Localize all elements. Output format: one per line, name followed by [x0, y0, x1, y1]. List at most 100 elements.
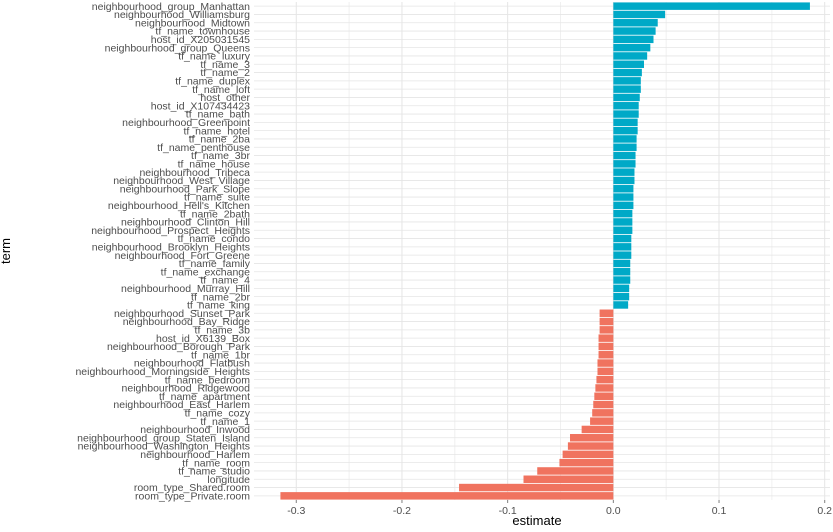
x-tick-label: -0.1: [499, 505, 517, 517]
y-tick-label: tf_name_exchange: [161, 266, 250, 278]
y-tick-label: neighbourhood_Park_Slope: [120, 183, 250, 195]
bar: [613, 168, 635, 176]
y-tick-label: neighbourhood_Clinton_Hill: [121, 217, 250, 229]
bar: [613, 243, 632, 251]
y-tick-label: neighbourhood_Inwood: [140, 424, 250, 436]
y-tick-label: neighbourhood_Bay_Ridge: [123, 316, 250, 328]
y-tick-label: tf_name_1: [200, 416, 250, 428]
bar: [613, 301, 629, 309]
y-tick-label: longitude: [207, 474, 250, 486]
y-tick-label: room_type_Private.room: [135, 490, 250, 502]
bar: [523, 475, 614, 483]
bar: [613, 85, 641, 93]
bar: [613, 27, 656, 35]
x-tick-label: -0.3: [287, 505, 305, 517]
y-tick-labels: neighbourhood_group_Manhattan neighbourho…: [75, 1, 250, 503]
bar: [613, 193, 634, 201]
bar: [613, 2, 810, 10]
y-tick-label: tf_name_loft: [192, 84, 250, 96]
x-tick-label: 0.2: [817, 505, 832, 517]
bar: [594, 392, 614, 400]
bar: [613, 251, 632, 259]
bar: [613, 68, 642, 77]
y-tick-label: tf_name_2ba: [189, 134, 250, 146]
bar: [613, 102, 639, 110]
bar: [581, 425, 614, 434]
bar: [613, 151, 636, 160]
y-tick-label: tf_name_1br: [191, 349, 250, 361]
bar: [613, 19, 658, 27]
y-tick-label: neighbourhood_group_Queens: [105, 42, 250, 54]
y-tick-label: room_type_Shared.room: [134, 482, 250, 494]
y-tick-label: neighbourhood_Midtown: [135, 17, 250, 29]
y-tick-label: neighbourhood_Tribeca: [139, 167, 250, 179]
y-tick-label: host_id_X6139_Box: [156, 333, 251, 345]
y-tick-label: tf_name_4: [200, 275, 250, 287]
bar: [598, 342, 614, 351]
bar: [593, 400, 614, 409]
y-tick-label: tf_name_luxury: [178, 51, 251, 63]
bar: [613, 185, 634, 193]
y-tick-label: host_other: [200, 92, 250, 104]
y-tick-label: tf_name_room: [182, 457, 250, 469]
bar: [613, 52, 648, 60]
bar: [280, 492, 614, 500]
bar: [613, 143, 637, 151]
y-tick-label: neighbourhood_Washington_Heights: [78, 441, 250, 453]
bar: [598, 351, 614, 359]
bar: [599, 317, 614, 326]
bar: [597, 367, 614, 376]
y-tick-label: neighbourhood_group_Staten_Island: [77, 432, 250, 444]
bar: [613, 118, 638, 127]
x-tick-label: 0.1: [712, 505, 727, 517]
x-axis-title: estimate: [512, 513, 561, 528]
bar: [613, 126, 638, 135]
bar: [559, 458, 614, 467]
bar: [562, 450, 614, 459]
y-tick-label: tf_name_duplex: [175, 75, 250, 87]
y-tick-label: tf_name_condo: [178, 233, 251, 245]
bar: [613, 43, 651, 52]
y-tick-label: neighbourhood_Harlem: [140, 449, 250, 461]
y-tick-label: tf_name_bedroom: [165, 374, 250, 386]
y-tick-label: tf_name_cozy: [185, 407, 251, 419]
y-tick-label: neighbourhood_West_Village: [113, 175, 250, 187]
y-tick-label: neighbourhood_Fort_Greene: [115, 250, 251, 262]
bar: [570, 434, 614, 442]
y-tick-label: neighbourhood_Hell's_Kitchen: [108, 200, 250, 212]
y-tick-label: neighbourhood_Borough_Park: [107, 341, 251, 353]
bar: [613, 10, 666, 19]
y-tick-label: neighbourhood_Flatbush: [134, 358, 250, 370]
y-tick-label: tf_name_2br: [191, 291, 250, 303]
bar: [613, 176, 635, 185]
y-tick-label: tf_name_3: [200, 59, 250, 71]
y-axis-title: term: [0, 238, 13, 264]
bar: [613, 259, 631, 268]
y-tick-label: tf_name_2: [200, 67, 250, 79]
bar: [613, 284, 630, 293]
bar: [613, 218, 633, 226]
y-tick-label: tf_name_studio: [178, 466, 250, 478]
y-tick-label: neighbourhood_Greenpoint: [122, 117, 250, 129]
y-tick-label: tf_name_king: [187, 300, 250, 312]
bar: [595, 384, 614, 392]
bars: [280, 2, 810, 500]
y-tick-label: tf_name_3b: [195, 324, 251, 336]
bar: [599, 309, 614, 317]
y-tick-label: neighbourhood_group_Manhattan: [92, 1, 250, 13]
y-tick-label: neighbourhood_Morningside_Heights: [75, 366, 250, 378]
y-tick-label: neighbourhood_East_Harlem: [113, 399, 250, 411]
y-tick-label: tf_name_hotel: [183, 125, 250, 137]
bar: [613, 234, 632, 243]
y-tick-label: neighbourhood_Sunset_Park: [114, 308, 251, 320]
y-tick-label: tf_name_house: [178, 158, 251, 170]
bar: [613, 226, 633, 234]
bar: [613, 77, 641, 85]
y-tick-label: neighbourhood_Murray_Hill: [121, 283, 250, 295]
y-tick-label: host_id_X205031545: [151, 34, 250, 46]
bar: [596, 375, 614, 384]
y-tick-label: neighbourhood_Brooklyn_Heights: [92, 241, 250, 253]
x-tick-label: -0.2: [393, 505, 411, 517]
